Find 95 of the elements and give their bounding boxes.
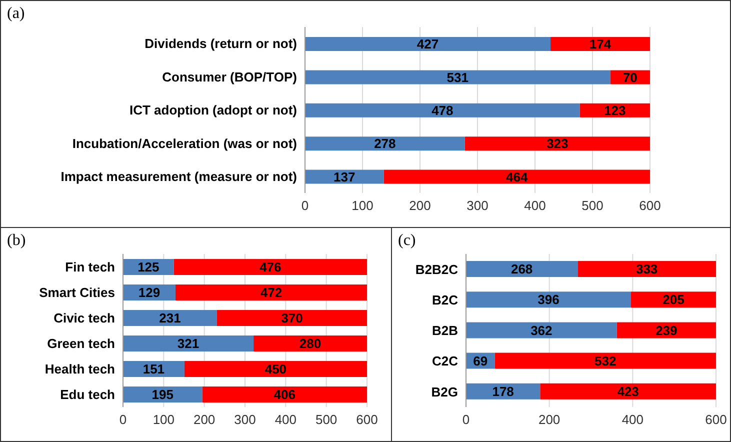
data-label: 231 [159,310,181,326]
x-tick-label: 300 [466,198,488,214]
bar [384,170,650,184]
y-tick-label: Dividends (return or not) [144,36,297,52]
y-tick-label: Green tech [47,336,116,351]
bar [123,310,217,326]
data-label: 532 [594,353,616,368]
x-tick-label: 600 [705,412,727,428]
y-tick-label: Smart Cities [39,284,115,300]
bar [175,284,367,300]
x-tick-label: 500 [582,198,604,214]
chart-title: (c) [398,232,416,250]
bar [494,352,716,369]
bar [616,322,716,338]
x-tick-label: 100 [352,198,374,214]
x-tick-label: 600 [356,412,378,428]
data-label: 427 [416,36,439,52]
x-tick-label: 400 [274,412,297,428]
data-label: 362 [530,322,552,338]
data-label: 396 [538,292,560,308]
data-label: 137 [334,169,356,184]
text: (a) [7,5,25,23]
data-label: 178 [492,384,514,400]
bar [305,136,465,151]
bar [466,292,631,308]
y-tick-label: Impact measurement (measure or not) [60,169,297,184]
bar [123,336,254,352]
x-tick-label: 0 [119,412,127,428]
data-label: 278 [374,136,396,152]
x-tick-label: 100 [152,412,175,428]
y-tick-label: Consumer (BOP/TOP) [162,69,297,84]
data-label: 151 [142,362,165,377]
y-tick-label: Health tech [44,361,116,376]
data-label: 123 [604,103,626,118]
y-tick-label: B2B2C [415,262,459,277]
bar [305,70,610,84]
bar [123,386,202,402]
y-tick-label: B2G [431,384,458,400]
data-label: 70 [622,70,638,85]
data-label: 370 [281,310,303,326]
data-label: 205 [662,292,684,308]
bar [466,261,578,277]
data-label: 478 [432,103,454,118]
y-tick-label: Civic tech [54,310,116,326]
bar [216,310,367,326]
bar [174,259,367,275]
bar [464,136,650,151]
data-label: 406 [274,387,296,402]
bar [305,170,384,184]
data-label: 280 [299,336,322,352]
y-tick-label: ICT adoption (adopt or not) [129,102,297,118]
y-tick-label: B2B [432,323,458,338]
data-label: 239 [656,322,678,338]
data-label: 174 [589,36,612,52]
data-label: 476 [260,260,282,275]
data-label: 323 [546,136,568,152]
x-tick-label: 0 [462,412,470,428]
x-tick-label: 500 [315,412,338,428]
bar [254,336,367,352]
bar [466,322,617,338]
data-label: 69 [473,353,488,368]
data-label: 129 [138,285,160,300]
data-label: 268 [510,262,533,277]
x-tick-label: 200 [538,412,560,428]
data-label: 125 [138,260,160,275]
y-tick-label: Edu tech [60,386,116,402]
data-label: 333 [636,262,658,277]
y-tick-label: C2C [432,354,459,369]
x-tick-label: 400 [524,198,546,214]
bar [305,103,580,118]
bar [202,386,367,402]
chart-title: (b) [7,232,26,250]
data-label: 472 [260,285,282,300]
data-label: 464 [506,169,528,184]
data-label: 195 [152,387,174,402]
data-label: 531 [446,70,469,85]
x-tick-label: 0 [301,198,309,214]
bar [184,361,367,377]
y-tick-label: B2C [432,292,459,308]
bar [540,383,716,400]
x-tick-label: 400 [622,412,644,428]
bar [631,292,716,308]
bar [578,261,716,277]
data-label: 450 [264,362,287,377]
y-tick-label: Incubation/Acceleration (was or not) [72,136,297,151]
bar [550,37,650,51]
x-tick-label: 200 [193,412,216,428]
data-label: 423 [617,384,639,400]
y-tick-label: Fin tech [65,259,116,274]
bar [305,37,551,51]
x-tick-label: 200 [409,198,431,214]
data-label: 321 [177,336,200,352]
x-tick-label: 600 [639,198,661,214]
bar [466,383,540,400]
x-tick-label: 300 [234,412,256,428]
